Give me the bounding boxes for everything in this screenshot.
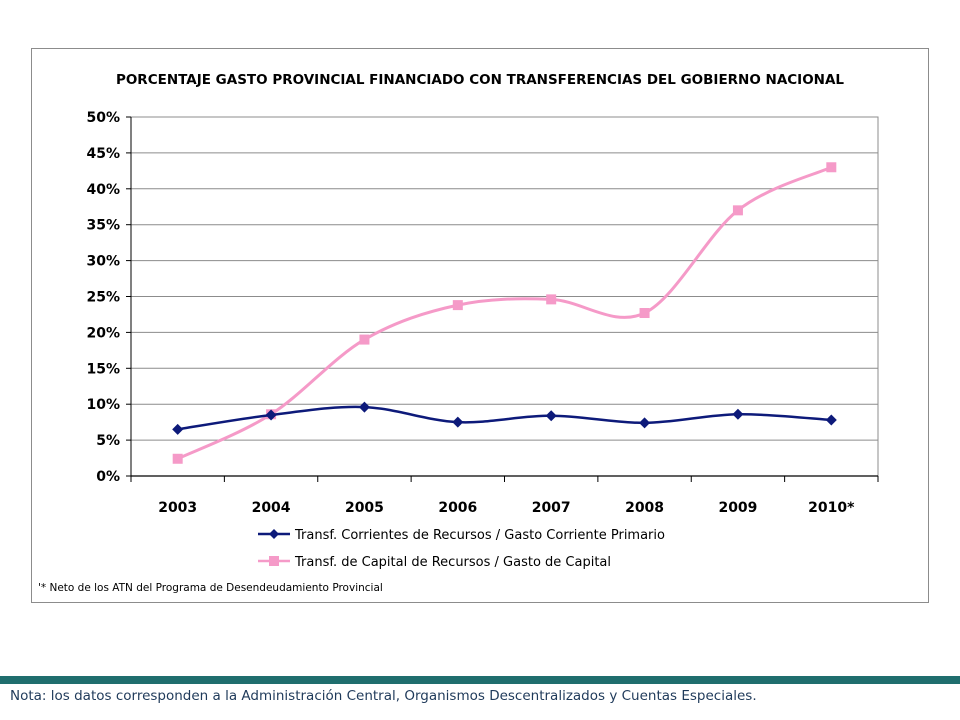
data-point-corrientes [172,423,184,435]
legend-marker-corrientes [269,529,279,539]
chart-svg: PORCENTAJE GASTO PROVINCIAL FINANCIADO C… [38,72,879,594]
x-tick-label: 2005 [345,500,384,516]
y-tick-label: 5% [96,433,120,449]
data-point-corrientes [358,401,370,413]
x-tick-label: 2009 [718,500,757,516]
data-point-capital [172,453,183,464]
x-tick-labels: 2003 2004 2005 2006 2007 2008 2009 2010* [158,500,855,516]
x-tick-label: 2004 [252,500,291,516]
data-point-capital [639,308,650,319]
data-point-corrientes [265,409,277,421]
axes [126,116,879,482]
x-tick-label: 2007 [532,500,571,516]
grid-lines [130,116,879,477]
chart-container: PORCENTAJE GASTO PROVINCIAL FINANCIADO C… [31,48,929,603]
x-tick-label: 2006 [438,500,477,516]
y-tick-label: 25% [86,290,120,306]
legend-item-corrientes: Transf. Corrientes de Recursos / Gasto C… [258,528,665,543]
legend-label-capital: Transf. de Capital de Recursos / Gasto d… [294,555,611,570]
legend-label-corrientes: Transf. Corrientes de Recursos / Gasto C… [294,528,665,543]
legend: Transf. Corrientes de Recursos / Gasto C… [258,528,665,570]
legend-item-capital: Transf. de Capital de Recursos / Gasto d… [258,555,611,570]
data-point-capital [452,300,463,311]
note-text: Nota: los datos corresponden a la Admini… [10,688,757,704]
data-point-corrientes [452,416,464,428]
x-tick-label: 2003 [158,500,197,516]
series-line-corrientes [177,405,832,431]
data-point-corrientes [825,414,837,426]
bottom-accent-bar [0,676,960,684]
series-group [172,162,837,464]
x-tick-label: 2008 [625,500,664,516]
y-tick-label: 35% [86,218,120,234]
data-point-corrientes [545,410,557,422]
y-tick-label: 0% [96,469,120,485]
y-tick-label: 40% [86,182,120,198]
data-point-capital [826,162,837,173]
y-tick-label: 15% [86,361,120,377]
y-tick-label: 30% [86,254,120,270]
data-point-corrientes [732,408,744,420]
y-tick-label: 50% [86,110,120,126]
y-tick-label: 10% [86,397,120,413]
x-tick-label: 2010* [808,500,855,516]
series-line-capital [177,165,832,461]
data-point-corrientes [639,417,651,429]
data-point-capital [732,205,743,216]
chart-footnote: '* Neto de los ATN del Programa de Desen… [38,582,383,594]
data-point-capital [359,334,370,345]
data-point-capital [546,294,557,305]
legend-marker-capital [269,556,279,566]
y-tick-label: 45% [86,146,120,162]
y-tick-label: 20% [86,325,120,341]
y-tick-labels: 0% 5% 10% 15% 20% 25% 30% 35% 40% 45% 50% [86,110,120,485]
chart-title: PORCENTAJE GASTO PROVINCIAL FINANCIADO C… [116,72,844,88]
